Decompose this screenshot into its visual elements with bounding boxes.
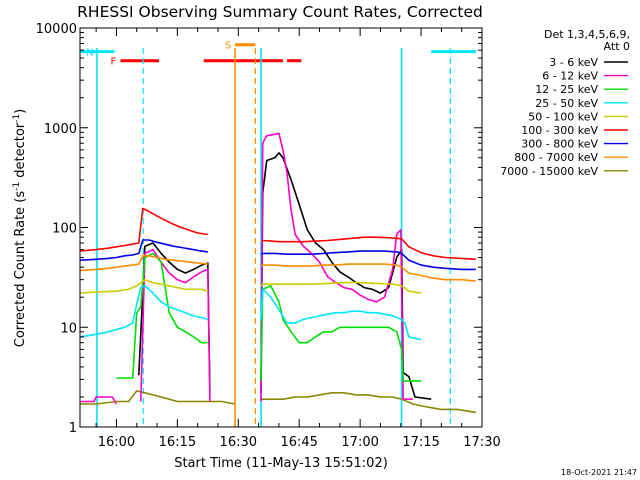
legend-header-line1: Det 1,3,4,5,6,9, (544, 28, 630, 41)
y-axis-label-main: Corrected Count Rate (s (13, 191, 28, 348)
date-stamp: 18-Oct-2021 21:47 (561, 468, 637, 477)
plot-frame (79, 27, 483, 428)
x-tick-label: 16:00 (98, 435, 135, 450)
legend-label-6-12-kev: 6 - 12 keV (542, 70, 598, 83)
y-tick-label: 10 (60, 321, 77, 336)
legend-label-300-800-kev: 300 - 800 keV (521, 138, 598, 151)
x-tick-label: 17:00 (341, 435, 378, 450)
legend-label-3-6-kev: 3 - 6 keV (549, 56, 598, 69)
series-line-800-7000-kev (79, 255, 476, 282)
y-tick-label: 1000 (44, 122, 77, 137)
y-tick-label: 1 (69, 421, 77, 436)
flag-flare-label: F (110, 57, 116, 68)
legend-label-800-7000-kev: 800 - 7000 keV (514, 151, 598, 164)
y-axis-label: Corrected Count Rate (s-1 detector-1) (12, 109, 28, 347)
x-tick-label: 16:15 (159, 435, 196, 450)
x-tick-label: 17:30 (463, 435, 500, 450)
boundary-layer (96, 48, 451, 427)
legend-label-7000-15000-kev: 7000 - 15000 keV (500, 165, 598, 178)
x-tick-label: 16:30 (220, 435, 257, 450)
legend-label-12-25-kev: 12 - 25 keV (535, 83, 598, 96)
legend-label-25-50-kev: 25 - 50 keV (535, 97, 598, 110)
flag-saa-label: S (225, 41, 231, 52)
y-tick-label: 100 (52, 222, 77, 237)
legend-label-100-300-kev: 100 - 300 keV (521, 124, 598, 137)
flags-layer: N F S (80, 41, 476, 68)
chart-title: RHESSI Observing Summary Count Rates, Co… (77, 3, 483, 21)
series-line-300-800-kev (79, 239, 476, 271)
x-axis-label: Start Time (11-May-13 15:51:02) (174, 456, 388, 471)
y-axis-label-sup2: -1 (12, 114, 22, 123)
flag-night-label: N (86, 48, 93, 59)
y-axis-label-mid: detector (13, 122, 28, 182)
y-axis-label-end: ) (13, 109, 28, 114)
legend-header-line2: Att 0 (604, 40, 630, 53)
y-ticks-layer: 1 10 100 1000 10000 (36, 22, 482, 436)
series-layer (79, 133, 477, 414)
x-tick-label: 17:15 (402, 435, 439, 450)
x-tick-label: 16:45 (280, 435, 317, 450)
series-line-7000-15000-kev (80, 390, 477, 414)
y-axis-label-sup1: -1 (12, 182, 22, 191)
legend-label-50-100-kev: 50 - 100 keV (528, 110, 598, 123)
y-tick-label: 10000 (36, 22, 77, 37)
series-line-100-300-kev (79, 207, 476, 261)
x-ticks-layer: 16:00 16:15 16:30 16:45 17:00 17:15 17:30 (95, 28, 501, 450)
